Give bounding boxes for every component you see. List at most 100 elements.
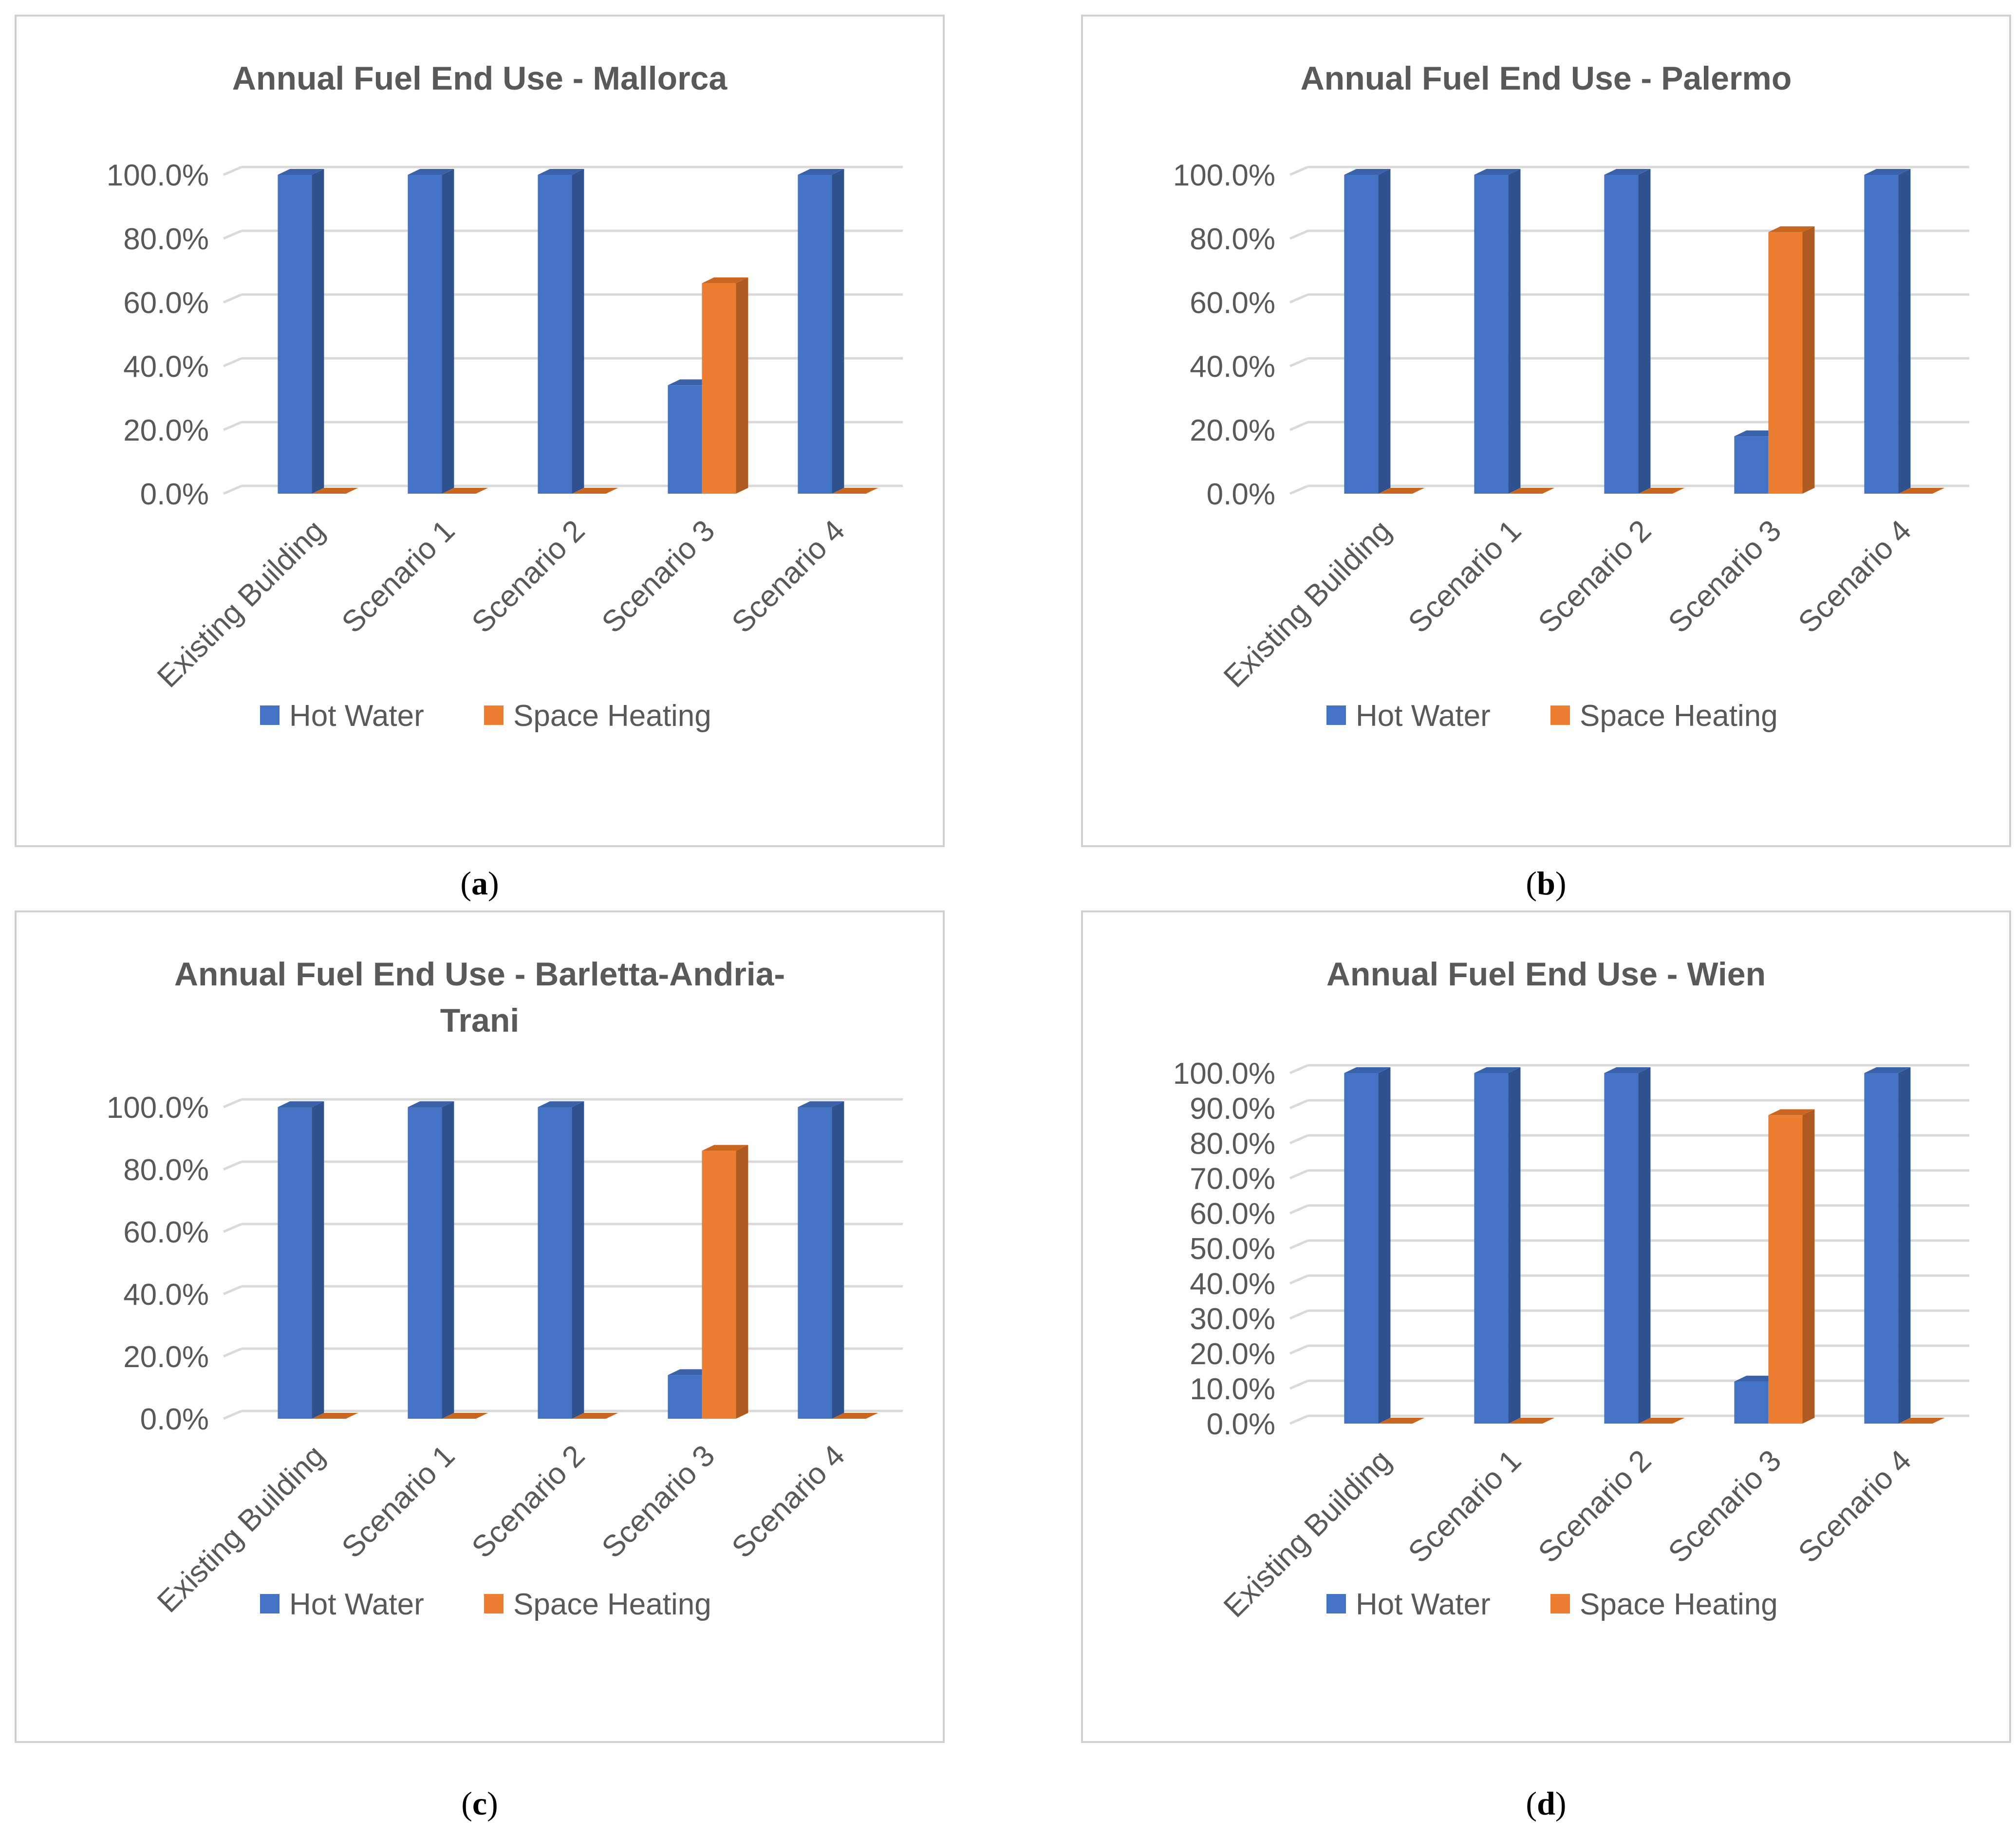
- gridline-depth: [1289, 1134, 1308, 1145]
- x-tick-label: Scenario 3: [596, 514, 721, 639]
- x-tick-label: Existing Building: [1217, 514, 1398, 694]
- bar-side: [1378, 169, 1391, 494]
- legend-hot-water-swatch: [1326, 1594, 1346, 1613]
- bar-hot-water: [1864, 169, 1911, 494]
- gridline-depth: [223, 166, 242, 176]
- bar-top: [1864, 169, 1911, 175]
- bar-side: [442, 169, 454, 494]
- gridline-depth: [1289, 484, 1308, 495]
- y-tick-label: 0.0%: [1207, 1408, 1275, 1441]
- bar-top: [1378, 1418, 1425, 1424]
- x-tick-label: Scenario 2: [1532, 1444, 1658, 1569]
- bar-space-heating: [1508, 1418, 1555, 1424]
- chart-panel-d: Annual Fuel End Use - Wien 0.0% 10.0% 20.0%…: [1081, 910, 2011, 1743]
- bar-top: [1604, 169, 1651, 175]
- y-tick-label: 40.0%: [123, 350, 209, 384]
- gridline-depth: [1289, 1274, 1308, 1285]
- gridline-depth: [1289, 293, 1308, 304]
- bar-front: [1864, 175, 1899, 494]
- legend-hot-water-swatch: [260, 1594, 280, 1613]
- bar-side: [1638, 1067, 1651, 1424]
- chart-b: Annual Fuel End Use - Palermo 0.0% 20.0% 40…: [1173, 60, 1969, 733]
- chart-title: Annual Fuel End Use - Palermo: [1301, 60, 1792, 97]
- legend-hot-water-swatch: [1326, 705, 1346, 725]
- x-tick-label: Scenario 4: [726, 1439, 851, 1564]
- y-tick-label: 60.0%: [1190, 286, 1275, 320]
- legend-hot-water-label: Hot Water: [1356, 699, 1491, 733]
- x-tick-label: Scenario 1: [1402, 1444, 1528, 1569]
- bar-space-heating: [312, 488, 358, 494]
- x-tick-label: Scenario 4: [726, 514, 851, 639]
- y-tick-label: 40.0%: [1190, 350, 1275, 384]
- bar-top: [1768, 226, 1815, 232]
- y-tick-label: 90.0%: [1190, 1092, 1275, 1126]
- gridline-depth: [1289, 421, 1308, 431]
- gridline-depth: [223, 1409, 242, 1420]
- bar-hot-water: [1474, 169, 1521, 494]
- bar-hot-water: [1344, 1067, 1391, 1424]
- bar-space-heating: [1898, 488, 1945, 494]
- bar-front: [1344, 1073, 1379, 1424]
- bar-side: [832, 169, 844, 494]
- bar-space-heating: [1378, 488, 1425, 494]
- x-tick-label: Scenario 2: [1532, 514, 1658, 639]
- x-tick-label: Scenario 4: [1792, 514, 1918, 639]
- legend-hot-water-label: Hot Water: [289, 699, 424, 733]
- bar-top: [1344, 1067, 1391, 1073]
- y-tick-label: 70.0%: [1190, 1162, 1275, 1196]
- bar-front: [1474, 1073, 1509, 1424]
- y-tick-label: 80.0%: [123, 1153, 209, 1187]
- bar-side: [1508, 1067, 1521, 1424]
- bar-top: [312, 488, 358, 494]
- y-tick-label: 60.0%: [123, 1216, 209, 1249]
- bar-top: [572, 488, 618, 494]
- bar-side: [1898, 1067, 1911, 1424]
- bar-front: [668, 1375, 702, 1419]
- x-tick-label: Scenario 2: [466, 514, 591, 639]
- bar-front: [668, 385, 702, 494]
- bar-side: [1802, 1109, 1815, 1424]
- bar-side: [442, 1101, 454, 1419]
- x-tick-label: Scenario 3: [1662, 514, 1788, 639]
- bar-space-heating: [702, 1145, 748, 1419]
- caption-label-c: c: [472, 1785, 487, 1822]
- bar-space-heating: [832, 488, 878, 494]
- bar-hot-water: [798, 1101, 844, 1419]
- bar-front: [1768, 1115, 1803, 1424]
- gridline-depth: [1289, 1239, 1308, 1250]
- bar-hot-water: [408, 1101, 454, 1419]
- bar-hot-water: [408, 169, 454, 494]
- bar-top: [832, 488, 878, 494]
- caption-label-a: a: [471, 865, 488, 902]
- bar-side: [1802, 226, 1815, 494]
- gridline-depth: [223, 1098, 242, 1109]
- y-tick-label: 50.0%: [1190, 1232, 1275, 1266]
- bar-space-heating: [572, 488, 618, 494]
- gridline-depth: [1289, 1344, 1308, 1355]
- bar-top: [278, 169, 324, 175]
- bar-top: [1474, 169, 1521, 175]
- bar-top: [1508, 488, 1555, 494]
- chart-a: Annual Fuel End Use - Mallorca 0.0% 20.0% 4…: [107, 60, 903, 733]
- caption-label-b: b: [1537, 865, 1555, 902]
- bar-front: [1604, 175, 1639, 494]
- legend-space-heating-swatch: [1550, 1594, 1570, 1613]
- gridline-depth: [1289, 1414, 1308, 1425]
- gridline-depth: [223, 229, 242, 240]
- bar-space-heating: [572, 1413, 618, 1419]
- bar-top: [832, 1413, 878, 1419]
- bar-top: [1604, 1067, 1651, 1073]
- legend-space-heating-label: Space Heating: [513, 1588, 711, 1621]
- bar-space-heating: [1898, 1418, 1945, 1424]
- bar-front: [408, 1107, 442, 1419]
- gridline-depth: [223, 357, 242, 368]
- gridline-depth: [223, 484, 242, 495]
- bar-front: [702, 1150, 736, 1419]
- bar-space-heating: [1378, 1418, 1425, 1424]
- bar-space-heating: [442, 488, 488, 494]
- y-tick-label: 80.0%: [123, 222, 209, 256]
- bar-top: [538, 1101, 584, 1107]
- x-tick-label: Scenario 3: [1662, 1444, 1788, 1569]
- bar-top: [1638, 488, 1685, 494]
- bar-top: [278, 1101, 324, 1107]
